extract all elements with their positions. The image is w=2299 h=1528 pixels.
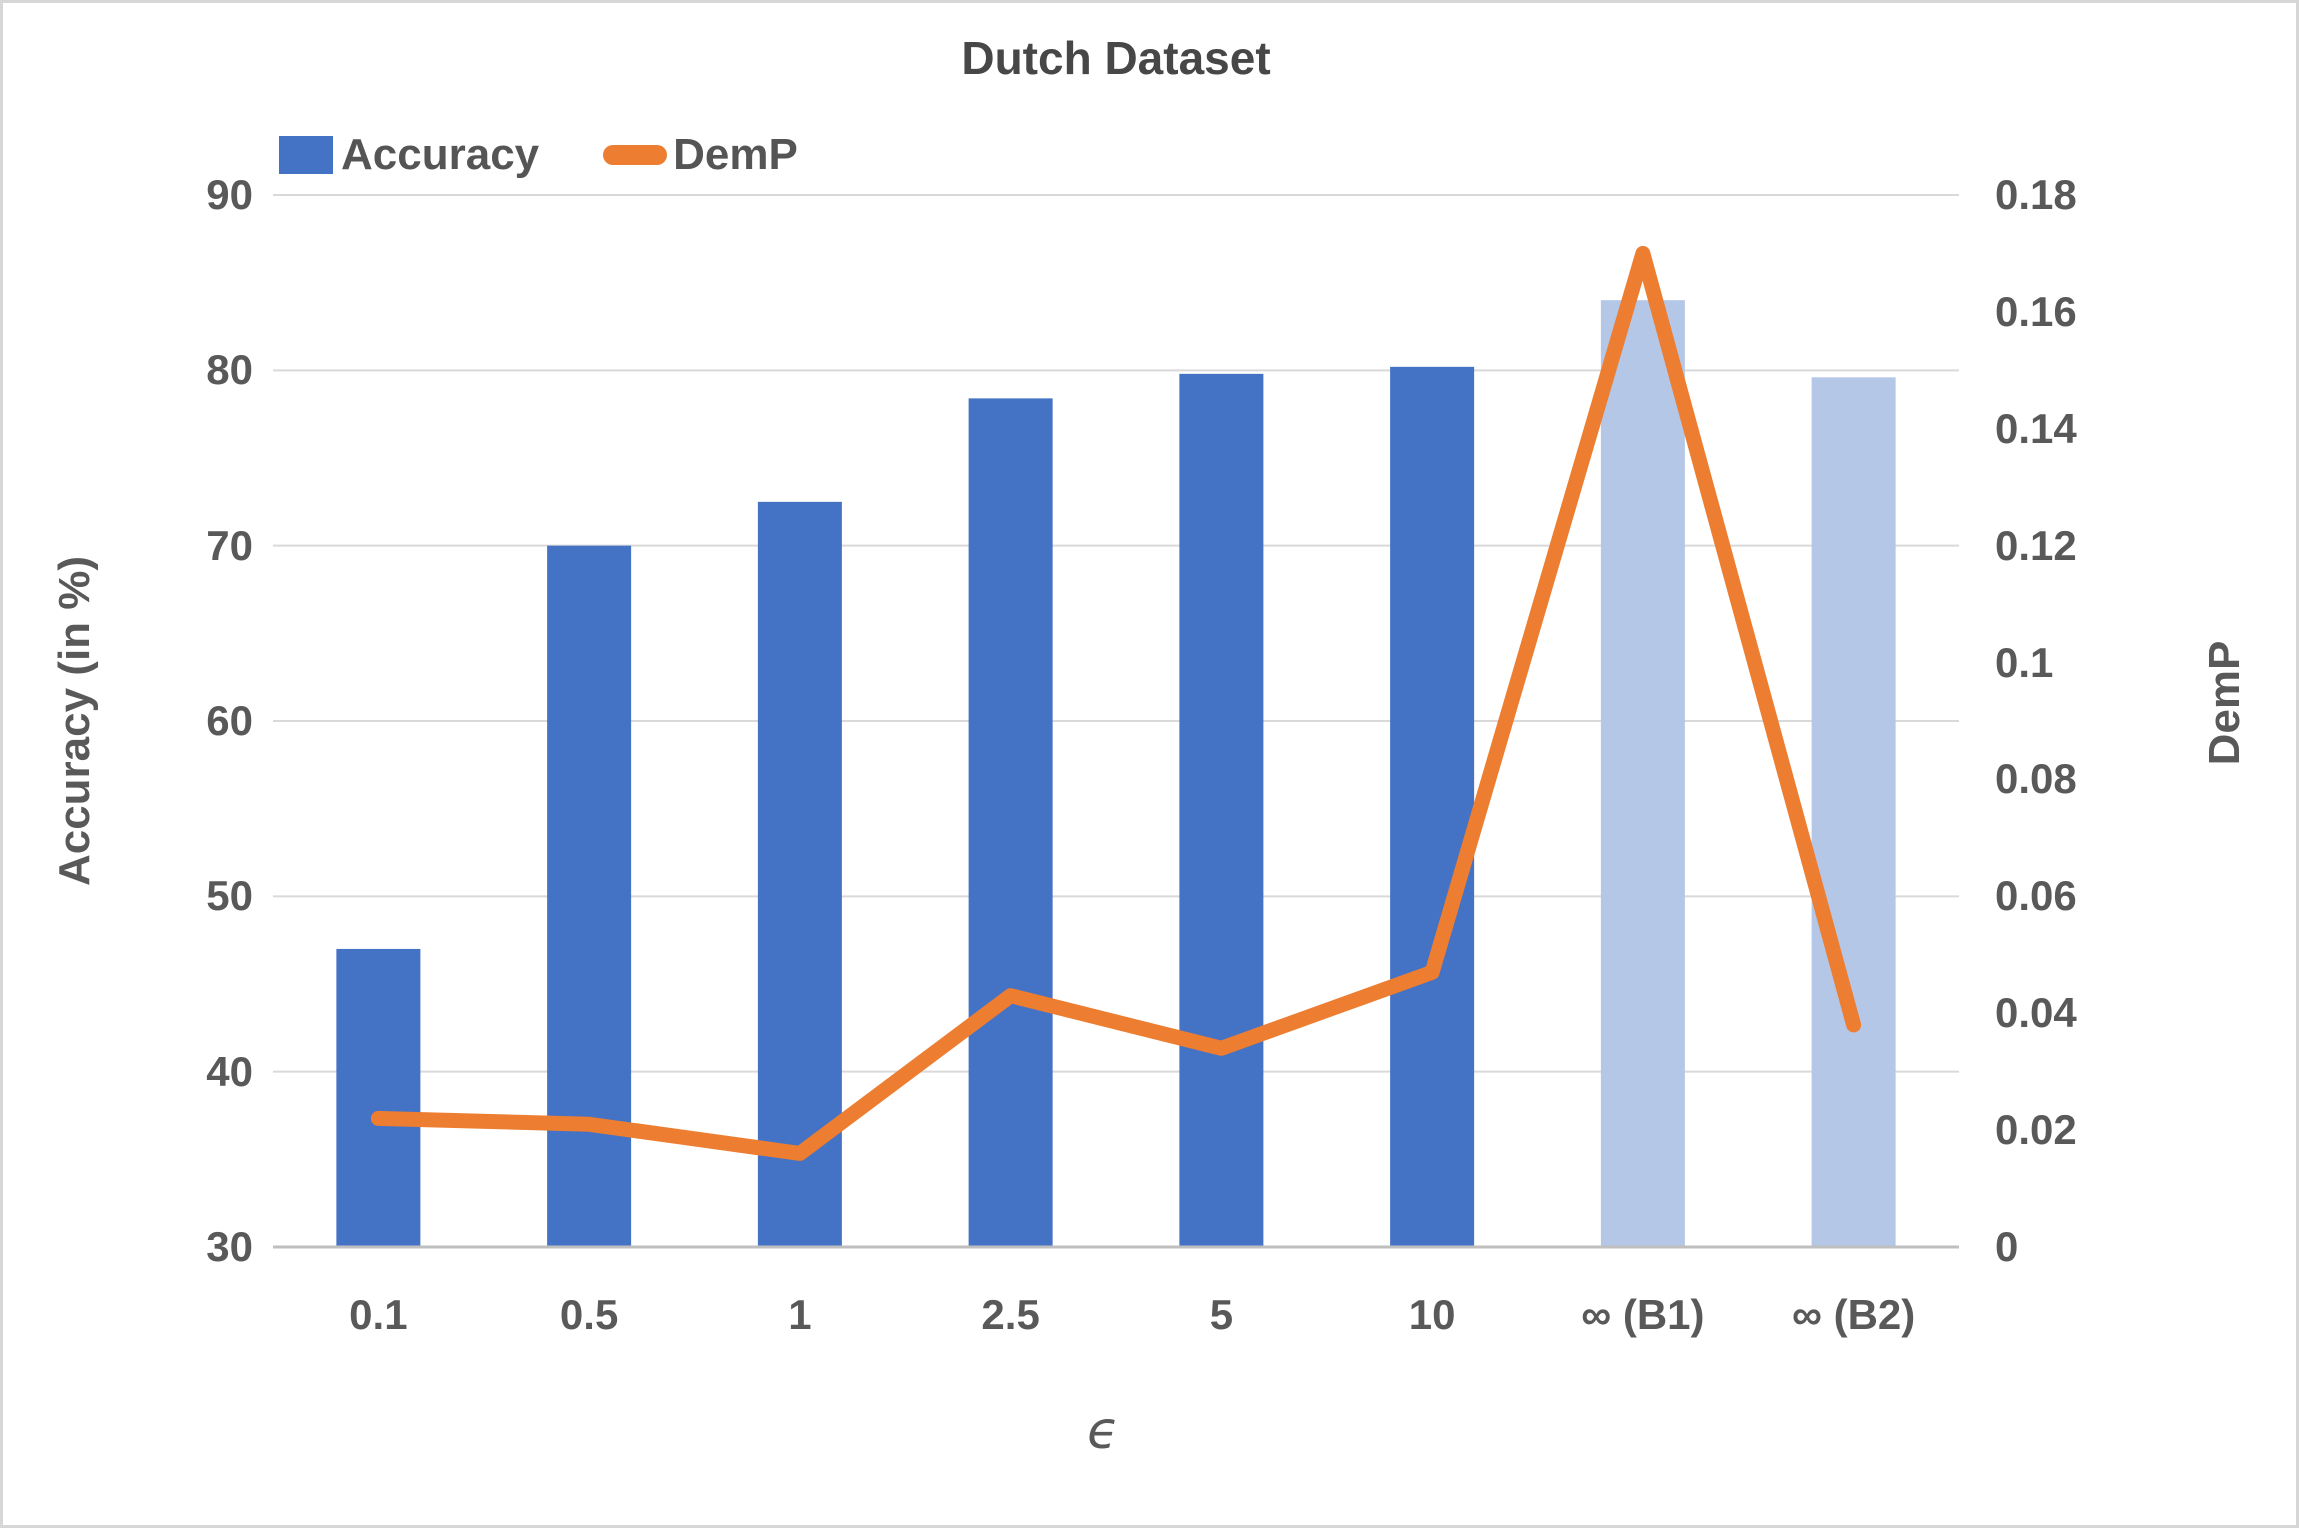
accuracy-bar: [336, 948, 421, 1247]
x-axis-tick-label: ∞ (B2): [1791, 1291, 1916, 1338]
legend-accuracy-label: Accuracy: [341, 130, 540, 179]
accuracy-bar: [757, 501, 842, 1247]
left-axis-tick-label: 50: [206, 872, 253, 920]
accuracy-bar: [968, 398, 1053, 1247]
left-axis-tick-label: 90: [206, 171, 253, 218]
legend: Accuracy DemP: [279, 123, 798, 187]
plot-area: [273, 194, 1959, 1249]
right-axis-tick-label: 0: [1995, 1223, 2019, 1270]
right-axis-tick-label: 0.06: [1995, 872, 2077, 920]
right-axis-tick-label: 0.1: [1995, 638, 2054, 686]
legend-demp-swatch: [603, 145, 668, 165]
right-axis-tick-label: 0.02: [1995, 1106, 2077, 1154]
x-axis-tick-label: ∞ (B1): [1581, 1291, 1705, 1338]
accuracy-bar: [1600, 300, 1685, 1247]
x-axis-tick-label: 2.5: [981, 1291, 1040, 1338]
x-axis-tick-label: 1: [788, 1291, 812, 1338]
left-axis-tick-label: 40: [206, 1047, 253, 1095]
x-axis-title: ϵ: [1087, 1401, 1119, 1461]
right-axis-tick-label: 0.18: [1995, 171, 2077, 218]
accuracy-bar: [1179, 373, 1264, 1248]
right-axis-tick-label: 0.08: [1995, 755, 2077, 803]
left-axis-tick-label: 80: [206, 346, 253, 394]
left-axis-tick-label: 70: [206, 521, 253, 569]
x-axis-tick-label: 10: [1408, 1291, 1456, 1338]
right-axis-tick-label: 0.04: [1995, 989, 2077, 1037]
right-axis-tick-label: 0.14: [1995, 404, 2077, 452]
left-axis-tick-label: 30: [206, 1223, 253, 1270]
legend-accuracy-swatch: [279, 136, 333, 174]
accuracy-bar: [1811, 377, 1896, 1247]
x-axis-tick-label: 5: [1209, 1291, 1234, 1338]
x-axis-tick-label: 0.1: [349, 1291, 408, 1338]
legend-demp-label: DemP: [673, 130, 798, 179]
demp-line: [370, 245, 1862, 1161]
accuracy-bar: [1390, 366, 1475, 1247]
right-axis-tick-label: 0.16: [1995, 287, 2077, 335]
right-axis-tick-label: 0.12: [1995, 521, 2077, 569]
x-axis-tick-label: 0.5: [559, 1291, 619, 1338]
left-axis-tick-label: 60: [206, 697, 253, 744]
chart-title: Dutch Dataset: [961, 32, 1271, 84]
accuracy-bar: [547, 545, 632, 1247]
